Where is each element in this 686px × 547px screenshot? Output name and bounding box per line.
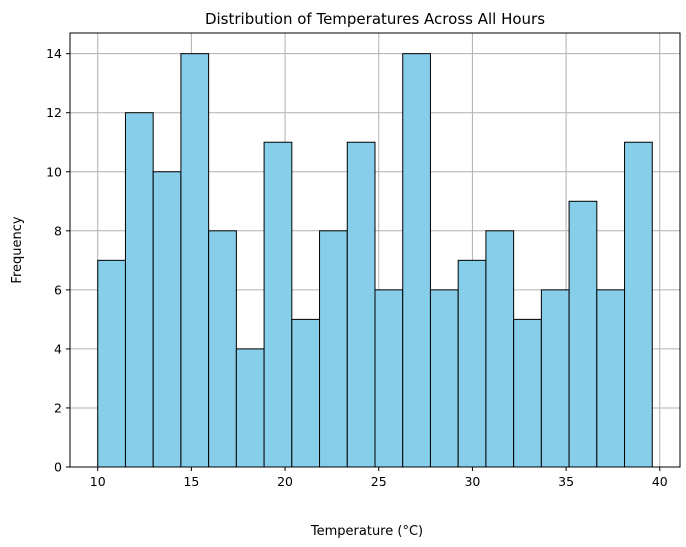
y-tick-label: 14	[46, 46, 62, 61]
chart-title: Distribution of Temperatures Across All …	[205, 10, 545, 28]
histogram-bar	[568, 200, 598, 468]
histogram-bar	[208, 230, 237, 468]
y-tick-label: 4	[54, 341, 62, 356]
histogram-bar	[540, 289, 570, 468]
x-tick-label: 20	[277, 474, 293, 489]
y-tick-label: 8	[54, 223, 62, 238]
histogram-bar	[374, 289, 404, 468]
y-tick-label: 0	[54, 460, 62, 475]
x-tick-label: 35	[558, 474, 574, 489]
histogram-bar	[319, 230, 348, 468]
y-axis-label: Frequency	[10, 216, 25, 283]
y-tick-label: 2	[54, 400, 62, 415]
x-tick-label: 30	[464, 474, 480, 489]
bars	[97, 53, 653, 468]
x-tick-label: 25	[371, 474, 387, 489]
histogram-bar	[97, 259, 126, 468]
histogram-bar	[180, 53, 210, 468]
y-tick-label: 12	[46, 105, 62, 120]
histogram-bar	[346, 141, 376, 468]
histogram-bar	[429, 289, 459, 468]
x-tick-label: 40	[652, 474, 668, 489]
x-tick-label: 10	[90, 474, 106, 489]
histogram-bar	[124, 112, 154, 468]
histogram-bar	[457, 259, 487, 468]
histogram-bar	[624, 141, 653, 468]
x-ticks: 10 15 20 25 30 35 40	[90, 467, 668, 489]
histogram-bar	[152, 171, 182, 468]
histogram-bar	[291, 318, 321, 468]
histogram-bar	[596, 289, 626, 468]
histogram-bar	[485, 230, 515, 468]
x-tick-label: 15	[183, 474, 199, 489]
y-ticks: 0 2 4 6 8 10 12 14	[46, 46, 70, 475]
y-tick-label: 6	[54, 282, 62, 297]
x-axis-label: Temperature (°C)	[310, 524, 423, 539]
histogram-bar	[513, 318, 542, 468]
plot-frame	[69, 32, 681, 468]
histogram-bar	[235, 348, 265, 468]
histogram-bar	[263, 141, 293, 468]
histogram-bar	[402, 53, 431, 468]
y-tick-label: 10	[46, 164, 62, 179]
